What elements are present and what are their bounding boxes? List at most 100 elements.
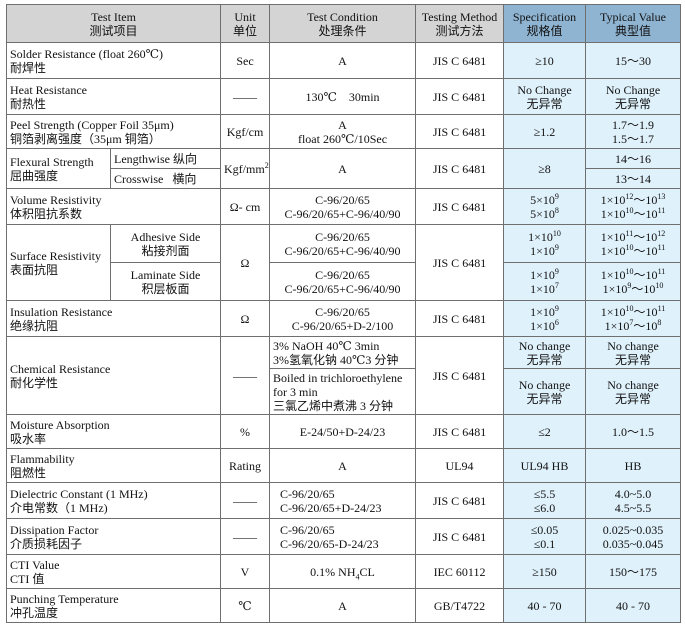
- condition-cell: A: [269, 588, 417, 623]
- unit-cell: Sec: [220, 42, 271, 79]
- spec-cell: ≤2: [503, 414, 587, 449]
- typical-cell: 1×1011～1012 1×1010～1011: [585, 224, 682, 263]
- typical-cell: 13～14: [585, 168, 682, 189]
- typical-cell: 1.0～1.5: [585, 414, 682, 449]
- spec-cell: 5×109 5×108: [503, 188, 587, 225]
- row-chemical-resistance-boiled: Boiled in trichloroethylene for 3 min 三氯乙烯…: [7, 368, 682, 415]
- typical-cell: 1×1010～1011 1×107～108: [585, 300, 682, 337]
- item-cell: Dissipation Factor 介质损耗因子: [5, 518, 222, 555]
- item-cell: Peel Strength (Copper Foil 35μm) 铜箔剥离强度（3…: [5, 114, 222, 149]
- condition-cell: C-96/20/65 C-96/20/65+D-2/100: [269, 300, 417, 337]
- row-flexural-strength-crosswise: Crosswise 横向 13～14: [7, 168, 682, 189]
- item-cell: Flexural Strength 屈曲强度: [6, 148, 111, 189]
- method-cell: JIS C 6481: [415, 224, 505, 301]
- unit-cell: Ω- cm: [220, 188, 271, 225]
- row-cti-value: CTI Value CTI 值 V 0.1% NH4CL IEC 60112 ≥1…: [5, 554, 682, 589]
- typical-cell: No change 无异常: [585, 336, 682, 369]
- row-moisture-absorption: Moisture Absorption 吸水率 % E-24/50+D-24/23…: [5, 414, 682, 449]
- condition-cell: Boiled in trichloroethylene for 3 min 三氯乙烯…: [269, 368, 417, 415]
- condition-cell: C-96/20/65 C-96/20/65+C-96/40/90: [269, 224, 417, 263]
- spec-cell: 1×109 1×106: [503, 300, 587, 337]
- row-volume-resistivity: Volume Resistivity 体积阻抗系数 Ω- cm C-96/20/6…: [5, 188, 682, 225]
- header-test-condition: Test Condition 处理条件: [269, 4, 417, 43]
- row-surface-resistivity-laminate: Laminate Side 积层板面 C-96/20/65 C-96/20/65+C…: [7, 262, 682, 301]
- typical-cell: 40 - 70: [585, 588, 682, 623]
- row-insulation-resistance: Insulation Resistance 绝缘抗阻 Ω C-96/20/65 C-…: [5, 300, 682, 337]
- spec-cell: 40 - 70: [503, 588, 587, 623]
- item-cell: Dielectric Constant (1 MHz) 介电常数（1 MHz): [5, 482, 222, 519]
- unit-cell: ℃: [220, 588, 271, 623]
- condition-cell: C-96/20/65 C-96/20/65-D-24/23: [269, 518, 417, 555]
- row-dielectric-constant: Dielectric Constant (1 MHz) 介电常数（1 MHz) —…: [5, 482, 682, 519]
- item-cell: Flammability 阻燃性: [5, 448, 222, 483]
- condition-cell: C-96/20/65 C-96/20/65+C-96/40/90: [269, 188, 417, 225]
- method-cell: JIS C 6481: [415, 414, 505, 449]
- item-cell: Surface Resistivity 表面抗阻: [6, 224, 111, 301]
- typical-cell: 14～16: [585, 148, 682, 169]
- header-testing-method: Testing Method 测试方法: [415, 4, 505, 43]
- sub-item-lengthwise: Lengthwise 纵向: [109, 148, 222, 169]
- typical-cell: 4.0~5.0 4.5~5.5: [585, 482, 682, 519]
- unit-cell: %: [220, 414, 271, 449]
- unit-cell: Rating: [220, 448, 271, 483]
- condition-cell: C-96/20/65 C-96/20/65+D-24/23: [269, 482, 417, 519]
- spec-cell: ≥10: [503, 42, 587, 79]
- header-test-item: Test Item 测试项目: [5, 4, 222, 43]
- condition-cell: 0.1% NH4CL: [269, 554, 417, 589]
- sub-item-adhesive-side: Adhesive Side 粘接剂面: [109, 224, 222, 263]
- typical-cell: 1×1012～1013 1×1010～1011: [585, 188, 682, 225]
- header-typical-value: Typical Value 典型值: [585, 4, 682, 43]
- spec-cell: 1×109 1×107: [503, 262, 587, 301]
- method-cell: JIS C 6481: [415, 482, 505, 519]
- unit-cell: ——: [220, 482, 271, 519]
- condition-cell: A: [269, 448, 417, 483]
- row-solder-resistance: Solder Resistance (float 260℃) 耐焊性 Sec A …: [5, 42, 682, 79]
- unit-cell: Kgf/cm: [220, 114, 271, 149]
- spec-cell: ≤0.05 ≤0.1: [503, 518, 587, 555]
- spec-cell: UL94 HB: [503, 448, 587, 483]
- typical-cell: 1.7～1.9 1.5～1.7: [585, 114, 682, 149]
- condition-cell: 3% NaOH 40℃ 3min 3%氢氧化钠 40℃3 分钟: [269, 336, 417, 369]
- spec-cell: No change 无异常: [503, 368, 587, 415]
- item-cell: Volume Resistivity 体积阻抗系数: [5, 188, 222, 225]
- item-cell: Heat Resistance 耐热性: [5, 78, 222, 115]
- sub-item-laminate-side: Laminate Side 积层板面: [109, 262, 222, 301]
- unit-cell: V: [220, 554, 271, 589]
- typical-cell: 0.025~0.035 0.035~0.045: [585, 518, 682, 555]
- typical-cell: 15～30: [585, 42, 682, 79]
- spec-cell: 1×1010 1×109: [503, 224, 587, 263]
- condition-cell: E-24/50+D-24/23: [269, 414, 417, 449]
- row-heat-resistance: Heat Resistance 耐热性 —— 130℃ 30min JIS C 6…: [5, 78, 682, 115]
- method-cell: JIS C 6481: [415, 518, 505, 555]
- unit-cell: ——: [220, 78, 271, 115]
- method-cell: JIS C 6481: [415, 300, 505, 337]
- item-cell: Moisture Absorption 吸水率: [5, 414, 222, 449]
- method-cell: JIS C 6481: [415, 42, 505, 79]
- row-punching-temperature: Punching Temperature 冲孔温度 ℃ A GB/T4722 40…: [5, 588, 682, 623]
- condition-cell: 130℃ 30min: [269, 78, 417, 115]
- row-flammability: Flammability 阻燃性 Rating A UL94 UL94 HB HB: [5, 448, 682, 483]
- method-cell: JIS C 6481: [415, 336, 505, 415]
- unit-cell: Ω: [220, 300, 271, 337]
- spec-cell: ≤5.5 ≤6.0: [503, 482, 587, 519]
- header-row: Test Item 测试项目 Unit 单位 Test Condition 处理条件 …: [5, 4, 682, 43]
- sub-item-crosswise: Crosswise 横向: [109, 168, 222, 189]
- typical-cell: 150～175: [585, 554, 682, 589]
- row-peel-strength: Peel Strength (Copper Foil 35μm) 铜箔剥离强度（3…: [5, 114, 682, 149]
- typical-cell: No Change 无异常: [585, 78, 682, 115]
- spec-cell: No Change 无异常: [503, 78, 587, 115]
- item-cell: Solder Resistance (float 260℃) 耐焊性: [5, 42, 222, 79]
- method-cell: JIS C 6481: [415, 148, 505, 189]
- unit-cell: ——: [220, 518, 271, 555]
- row-dissipation-factor: Dissipation Factor 介质损耗因子 —— C-96/20/65 C-…: [5, 518, 682, 555]
- method-cell: IEC 60112: [415, 554, 505, 589]
- unit-cell: Ω: [220, 224, 271, 301]
- unit-cell: ——: [220, 336, 271, 415]
- header-specification: Specification 规格值: [503, 4, 587, 43]
- condition-cell: A: [269, 42, 417, 79]
- row-flexural-strength: Flexural Strength 屈曲强度 Lengthwise 纵向 Kgf/…: [6, 148, 682, 189]
- method-cell: JIS C 6481: [415, 114, 505, 149]
- item-cell: Punching Temperature 冲孔温度: [5, 588, 222, 623]
- typical-cell: 1×1010～1011 1×109～1010: [585, 262, 682, 301]
